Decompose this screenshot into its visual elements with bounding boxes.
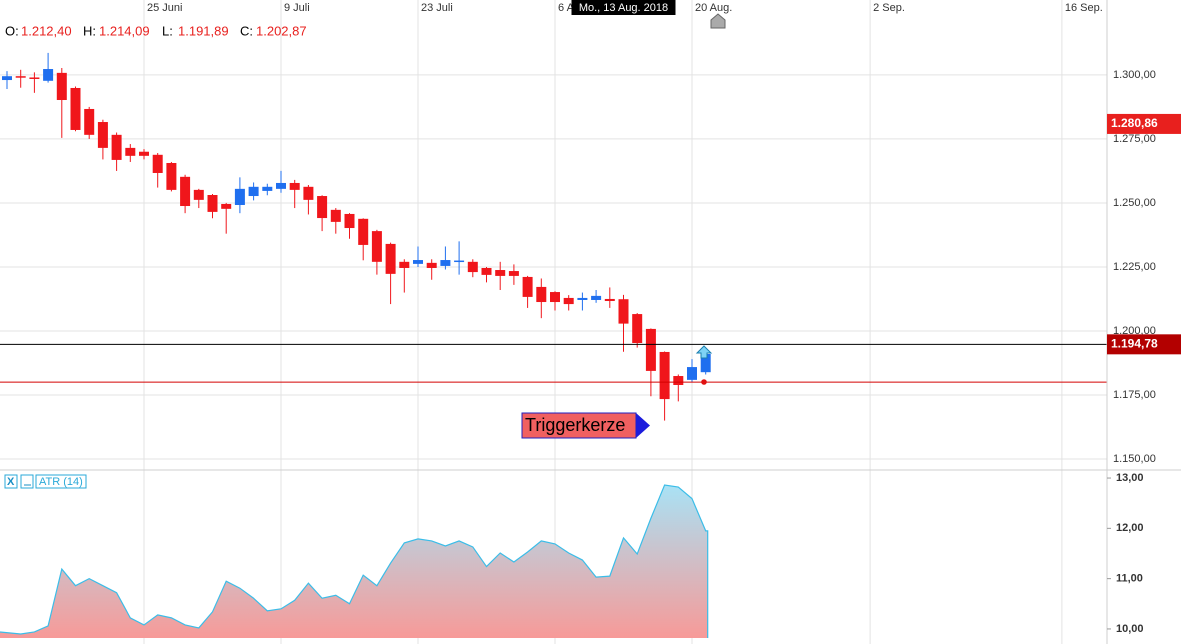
- y-tick-label: 11,00: [1116, 573, 1143, 585]
- candle-body: [330, 209, 341, 222]
- candle-body: [440, 260, 451, 266]
- tooltip-text: Mo., 13 Aug. 2018: [579, 2, 668, 14]
- x-tick-label: 25 Juni: [147, 2, 182, 14]
- candle-body: [618, 299, 629, 324]
- candle-body: [358, 218, 369, 245]
- price-label-box: [1107, 334, 1181, 355]
- candle-body: [70, 87, 81, 130]
- x-tick-label: 9 Juli: [284, 2, 310, 14]
- candle-body: [467, 261, 478, 273]
- candle-body: [248, 186, 259, 197]
- candle-body: [577, 297, 588, 300]
- tooltip-box: [571, 0, 676, 15]
- candle-body: [193, 189, 204, 200]
- annotation-arrow: [636, 413, 650, 438]
- y-tick-label: 1.250,00: [1113, 197, 1156, 209]
- candle-body: [111, 134, 122, 160]
- candle-body: [2, 76, 12, 81]
- candle-body: [563, 297, 574, 305]
- ohlc-value: 1.191,89: [178, 23, 229, 38]
- indicator-legend[interactable]: [35, 474, 87, 489]
- x-tick-label: 16 Sep.: [1065, 2, 1103, 14]
- annotation-text: Triggerkerze: [525, 415, 625, 435]
- candle-body: [481, 267, 492, 275]
- candle-body: [15, 76, 26, 78]
- candle-body: [234, 188, 245, 205]
- ohlc-value: 1.212,40: [21, 23, 72, 38]
- candle-body: [303, 186, 314, 200]
- candle-body: [632, 314, 643, 343]
- candle-body: [139, 151, 149, 156]
- price-label: 1.194,78: [1111, 337, 1158, 351]
- area-line: [0, 484, 709, 638]
- candle-body: [125, 147, 136, 156]
- candle-body: [536, 286, 547, 303]
- y-tick-label: 13,00: [1116, 472, 1144, 484]
- candle-body: [385, 243, 396, 274]
- candle-body: [207, 195, 218, 212]
- candle-body: [687, 367, 697, 380]
- price-label-box: [1107, 113, 1181, 134]
- candle-body: [591, 295, 602, 300]
- candle-body: [399, 261, 410, 268]
- legend-label: ATR (14): [39, 476, 83, 488]
- ohlc-key: L:: [162, 23, 173, 38]
- ohlc-value: 1.214,09: [99, 23, 150, 38]
- candle-body: [152, 154, 163, 173]
- y-tick-label: 1.300,00: [1113, 69, 1156, 81]
- candle-body: [659, 351, 670, 400]
- close-button[interactable]: [4, 474, 18, 489]
- candle-body: [344, 213, 355, 229]
- candle-body: [221, 203, 232, 209]
- candle-body: [289, 182, 300, 190]
- signal-arrow: [695, 345, 713, 359]
- y-tick-label: 1.200,00: [1113, 325, 1156, 337]
- minimize-button[interactable]: [20, 474, 34, 489]
- nav-marker: [710, 13, 726, 29]
- y-tick-label: 1.225,00: [1113, 261, 1156, 273]
- candle-body: [413, 260, 423, 264]
- x-tick-label: 23 Juli: [421, 2, 453, 14]
- candle-body: [508, 271, 519, 276]
- x-tick-label: 20 Aug.: [695, 2, 732, 14]
- candle-body: [371, 231, 382, 262]
- candle-body: [56, 72, 67, 101]
- x-tick-label: 2 Sep.: [873, 2, 905, 14]
- candle-body: [550, 292, 560, 303]
- candle-body: [673, 376, 684, 385]
- price-label: 1.280,86: [1111, 116, 1158, 130]
- candle-body: [426, 262, 437, 268]
- y-tick-label: 1.275,00: [1113, 133, 1156, 145]
- candle-body: [84, 108, 95, 135]
- y-tick-label: 1.175,00: [1113, 389, 1156, 401]
- candle-body: [262, 186, 273, 191]
- candle-body: [522, 276, 533, 297]
- y-tick-label: 1.150,00: [1113, 453, 1156, 465]
- ohlc-key: H:: [83, 23, 96, 38]
- area-fill: [0, 485, 708, 638]
- close-icon[interactable]: X: [7, 476, 15, 488]
- y-tick-label: 12,00: [1116, 522, 1144, 534]
- candle-body: [43, 69, 54, 81]
- candle-body: [180, 176, 191, 207]
- ohlc-value: 1.202,87: [256, 23, 307, 38]
- candle-body: [645, 328, 656, 371]
- ohlc-key: O:: [5, 23, 19, 38]
- y-tick-label: 10,00: [1116, 623, 1144, 635]
- candle-body: [166, 162, 177, 190]
- candle-body: [97, 122, 108, 148]
- candle-body: [454, 260, 465, 263]
- ohlc-key: C:: [240, 23, 253, 38]
- candle-body: [700, 354, 711, 373]
- candle-body: [604, 298, 615, 302]
- candle-body: [495, 270, 506, 276]
- candle-body: [317, 196, 328, 219]
- candle-body: [276, 182, 286, 189]
- signal-dot: [701, 379, 707, 385]
- candle-body: [29, 77, 40, 79]
